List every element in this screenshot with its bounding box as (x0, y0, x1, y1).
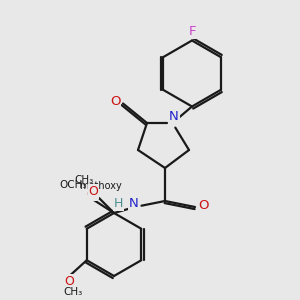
Text: CH₃: CH₃ (64, 287, 83, 297)
Text: H: H (114, 197, 123, 210)
Text: OCH₃: OCH₃ (60, 179, 87, 190)
Text: methoxy: methoxy (79, 181, 122, 191)
Text: O: O (64, 275, 74, 288)
Text: O: O (87, 188, 96, 201)
Text: F: F (188, 25, 196, 38)
Text: O: O (198, 199, 208, 212)
Text: O: O (110, 94, 121, 108)
Text: N: N (129, 197, 138, 210)
Text: CH₃: CH₃ (74, 175, 94, 185)
Text: O: O (89, 185, 98, 198)
Text: N: N (169, 110, 179, 123)
